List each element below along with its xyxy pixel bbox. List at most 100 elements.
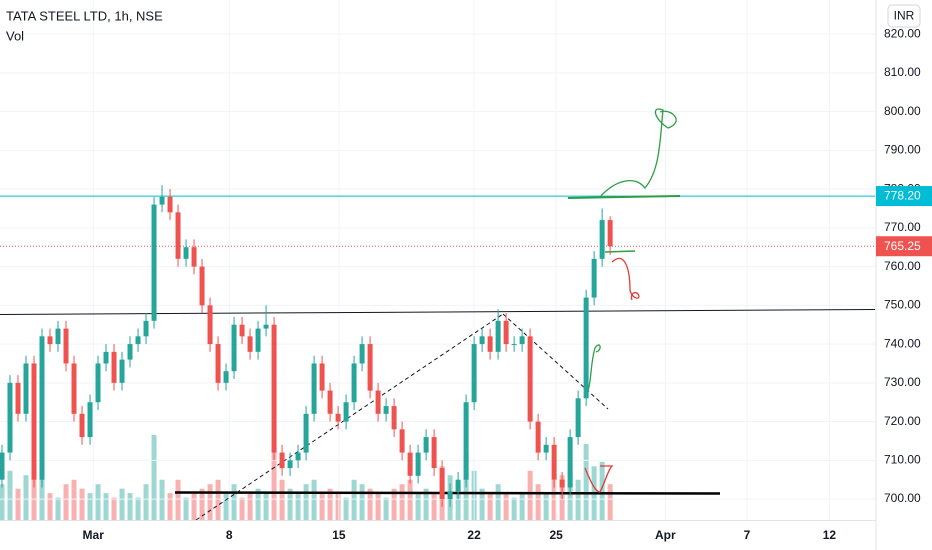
volume-bar xyxy=(527,470,533,520)
candle-body xyxy=(495,320,501,352)
volume-bar xyxy=(199,488,205,520)
time-axis-bg xyxy=(0,521,876,550)
volume-bar xyxy=(159,479,165,520)
volume-bar xyxy=(391,488,397,520)
volume-bar xyxy=(495,484,501,520)
price-label-bg xyxy=(876,186,932,207)
candle-body xyxy=(591,258,597,298)
volume-bar xyxy=(279,479,285,520)
y-tick-label: 730.00 xyxy=(884,375,921,389)
candle-body xyxy=(487,336,493,352)
volume-bar xyxy=(7,470,13,520)
candle-body xyxy=(479,336,485,345)
volume-bar xyxy=(351,479,357,520)
volume-bar xyxy=(111,497,117,520)
candle-body xyxy=(351,363,357,403)
volume-bar xyxy=(271,448,277,520)
candle-body xyxy=(367,344,373,391)
volume-bar xyxy=(399,484,405,520)
candle-body xyxy=(55,328,61,345)
candle-body xyxy=(303,413,309,453)
candle-body xyxy=(407,452,413,476)
volume-bar xyxy=(535,484,541,520)
y-tick-label: 770.00 xyxy=(884,220,921,234)
volume-bar xyxy=(207,484,213,520)
volume-bar xyxy=(23,475,29,520)
candle-body xyxy=(415,452,421,476)
candle-body xyxy=(391,406,397,430)
volume-bar xyxy=(103,493,109,520)
volume-bar xyxy=(575,479,581,520)
candle-body xyxy=(207,305,213,345)
y-tick-label: 720.00 xyxy=(884,414,921,428)
candle-body xyxy=(183,247,189,259)
candle-body xyxy=(359,344,365,364)
candle-body xyxy=(31,363,37,480)
candle-body xyxy=(7,382,13,453)
axes: 700.00 710.00 720.00 730.00 740.00 750.00 760.… xyxy=(83,26,932,542)
candle-body xyxy=(255,328,261,352)
x-tick-label: 8 xyxy=(226,528,233,542)
candle-body xyxy=(287,460,293,469)
candle-body xyxy=(551,444,557,480)
y-tick-label: 710.00 xyxy=(884,452,921,466)
volume-layer xyxy=(0,435,613,520)
volume-bar xyxy=(319,493,325,520)
volume-bar xyxy=(599,461,605,520)
candle-body xyxy=(111,351,117,383)
candle-body xyxy=(383,406,389,414)
volume-bar xyxy=(167,493,173,520)
volume-bar xyxy=(247,493,253,520)
sketch xyxy=(604,250,636,253)
volume-bar xyxy=(263,493,269,520)
volume-bar xyxy=(567,470,573,520)
candle-body xyxy=(327,390,333,414)
candle-body xyxy=(279,452,285,469)
volume-bar xyxy=(607,484,613,520)
candle-body xyxy=(215,344,221,383)
candle-body xyxy=(567,437,573,488)
candle-body xyxy=(199,266,205,306)
dashed-trend xyxy=(502,313,609,410)
trend-line xyxy=(0,309,876,315)
candle-body xyxy=(399,429,405,453)
candle-body xyxy=(583,297,589,399)
price-label: 778.20 xyxy=(884,189,921,203)
x-tick-label: 7 xyxy=(744,528,751,542)
candle-body xyxy=(311,363,317,414)
candle-body xyxy=(247,336,253,352)
volume-bar xyxy=(431,493,437,520)
support-line xyxy=(174,491,721,495)
candle-body xyxy=(151,204,157,321)
candle-body xyxy=(511,344,517,346)
volume-bar xyxy=(543,493,549,520)
candle-body xyxy=(503,320,509,345)
candle-body xyxy=(295,452,301,461)
candle-body xyxy=(335,413,341,422)
candle-body xyxy=(519,336,525,345)
volume-bar xyxy=(367,488,373,520)
volume-bar xyxy=(119,488,125,520)
volume-bar xyxy=(327,488,333,520)
y-tick-label: 760.00 xyxy=(884,259,921,273)
sketch xyxy=(567,195,681,199)
volume-bar xyxy=(231,484,237,520)
volume-bar xyxy=(55,497,61,520)
currency-badge[interactable] xyxy=(887,4,921,28)
volume-bar xyxy=(39,461,45,520)
candles xyxy=(0,185,613,507)
volume-bar xyxy=(479,488,485,520)
candle-body xyxy=(119,359,125,383)
volume-bar xyxy=(239,497,245,520)
candle-body xyxy=(191,247,197,267)
sketch xyxy=(599,108,677,198)
candle-body xyxy=(599,220,605,259)
candle-body xyxy=(231,324,237,372)
price-label: 765.25 xyxy=(884,239,921,253)
volume-bar xyxy=(551,479,557,520)
volume-bar xyxy=(135,497,141,520)
y-tick-label: 800.00 xyxy=(884,104,921,118)
volume-bar xyxy=(127,493,133,520)
volume-bar xyxy=(0,484,5,520)
candle-body xyxy=(543,444,549,453)
